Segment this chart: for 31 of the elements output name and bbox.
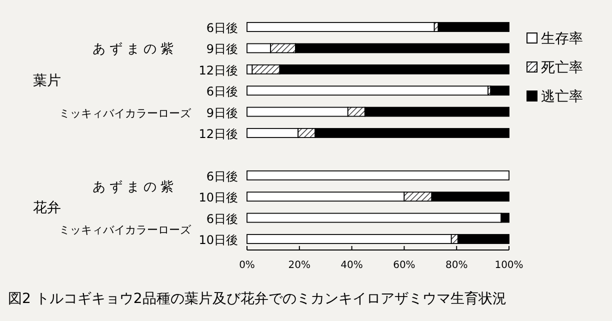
bar [246, 170, 510, 180]
y-tick-label: 12日後 [198, 63, 238, 78]
x-tick-label: 80% [445, 260, 468, 271]
text: 葉片 [33, 73, 61, 89]
y-tick-label: 10日後 [198, 233, 238, 247]
text: 図2 トルコギキョウ2品種の葉片及び花弁でのミカンキイロアザミウマ生育状況 [8, 290, 506, 307]
x-tick-label: 40% [340, 260, 363, 271]
text: ミッキィバイカラーローズ [59, 223, 192, 236]
text: あずまの紫 [92, 180, 178, 195]
x-tick-label: 100% [494, 260, 524, 271]
y-tick-label: 6日後 [206, 84, 238, 99]
x-tick-label: 20% [288, 260, 311, 271]
legend-label: 逃亡率 [541, 89, 583, 105]
y-tick-label: 12日後 [198, 127, 238, 141]
x-tick-label: 0% [239, 260, 255, 271]
bar [246, 22, 435, 32]
x-tick-label: 60% [393, 260, 416, 271]
y-tick-label: 9日後 [206, 106, 238, 120]
text: 花弁 [33, 200, 61, 216]
text: ミッキィバイカラーローズ [59, 106, 192, 120]
bar [438, 22, 510, 32]
y-tick-label: 6日後 [206, 21, 238, 35]
y-tick-label: 10日後 [198, 190, 238, 205]
legend-label: 死亡率 [541, 60, 583, 76]
y-tick-label: 6日後 [206, 212, 238, 226]
legend-label: 生存率 [541, 31, 583, 47]
bar [490, 86, 510, 96]
bar [246, 86, 488, 96]
text: あずまの紫 [92, 42, 178, 58]
y-tick-label: 9日後 [206, 42, 238, 56]
y-tick-label: 6日後 [206, 169, 238, 184]
